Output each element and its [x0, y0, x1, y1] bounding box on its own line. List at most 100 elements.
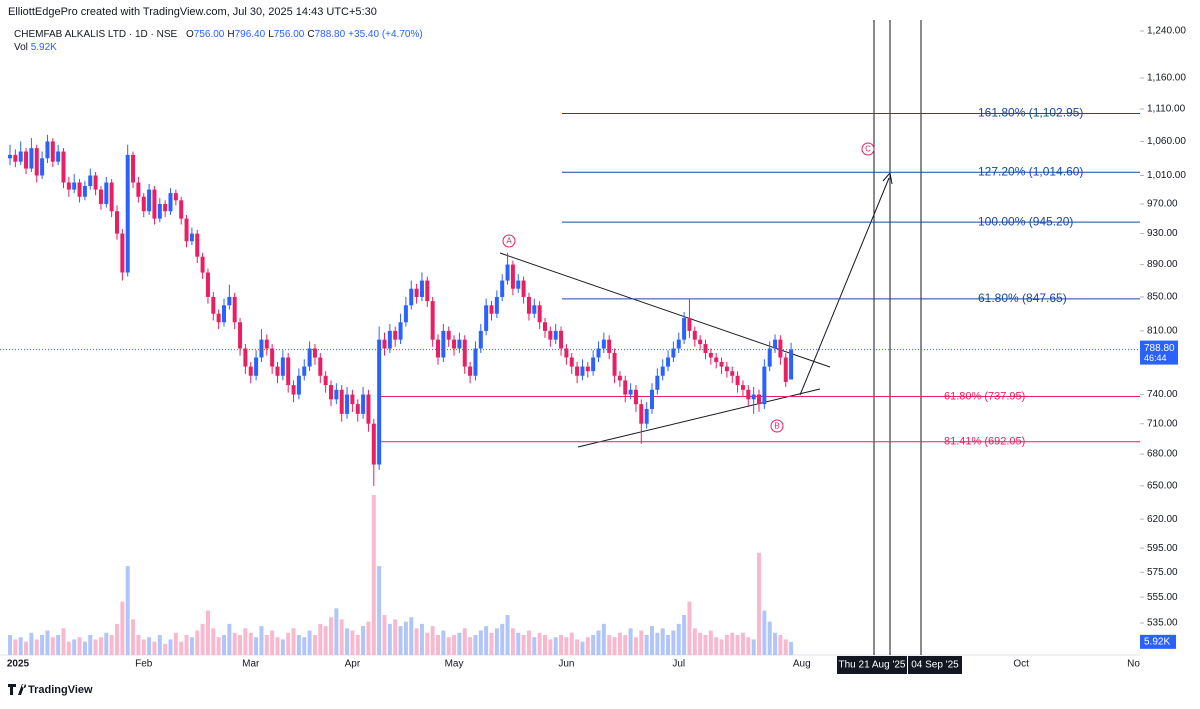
ohlc-value: 796.40 [235, 29, 266, 40]
candle-body [312, 348, 317, 358]
candle-body [419, 280, 424, 297]
volume-bar [457, 632, 462, 655]
candle-body [173, 193, 178, 201]
candle-body [441, 330, 446, 358]
candle-body [446, 330, 451, 340]
volume-bar [494, 628, 499, 655]
volume-legend: Vol 5.92K [14, 42, 57, 53]
volume-bar [355, 635, 360, 655]
candle-body [724, 366, 729, 372]
y-tick-label: 850.00 [1147, 292, 1178, 303]
candle-body [548, 330, 553, 340]
volume-bar [783, 639, 788, 655]
volume-bar [334, 608, 339, 655]
volume-bar [789, 641, 794, 655]
candle-body [323, 375, 328, 386]
candle-body [157, 203, 162, 219]
volume-bar [88, 635, 93, 655]
volume-bar [136, 635, 141, 655]
candle-body [371, 423, 376, 465]
y-tick-label: 740.00 [1147, 389, 1178, 400]
x-tick-label: 2025 [7, 659, 30, 670]
volume-bar [238, 635, 243, 655]
axes: 1,240.00 1,160.00 1,110.00 1,060.00 1,010.00… [0, 26, 1186, 670]
volume-bar [104, 632, 109, 655]
candle-body [77, 182, 82, 197]
volume-bar [676, 623, 681, 655]
candle-body [468, 366, 473, 376]
candle-body [125, 154, 130, 273]
volume-bar [698, 632, 703, 655]
y-tick-label: 1,240.00 [1147, 26, 1186, 37]
candle-body [200, 256, 205, 273]
volume-bar [93, 639, 98, 655]
candle-body [708, 352, 713, 358]
candle-body [345, 394, 350, 414]
volume-bar [8, 635, 12, 655]
y-tick-label: 970.00 [1147, 199, 1178, 210]
candle-body [88, 175, 93, 187]
candle-body [259, 339, 264, 358]
volume-bar [157, 635, 162, 655]
candle-body [436, 339, 440, 358]
price-badge [1140, 340, 1178, 365]
candle-body [580, 366, 585, 376]
wave-circle [502, 234, 516, 248]
volume-bar [735, 635, 740, 655]
candle-body [575, 366, 580, 376]
date-badge [908, 656, 962, 674]
volume-bar [414, 628, 419, 655]
projection-arrow [799, 177, 890, 396]
volume-bar [393, 619, 398, 655]
volume-bar [730, 632, 735, 655]
candle-body [82, 186, 87, 197]
y-tick-label: 555.00 [1147, 592, 1178, 603]
candle-body [61, 151, 66, 183]
ohlc-key: O [186, 29, 194, 40]
candle-body [377, 339, 382, 465]
wave-label: B [774, 422, 779, 431]
volume-bar [195, 630, 200, 655]
candle-body [264, 339, 269, 349]
volume-bar [607, 635, 612, 655]
volume-bar [778, 635, 783, 655]
candle-body [746, 389, 751, 400]
volume-bar [548, 639, 553, 655]
volume-bar [596, 630, 601, 655]
candle-body [56, 151, 61, 162]
volume-bar [189, 637, 194, 655]
ohlc-key: C [307, 29, 314, 40]
x-tick-label: Jul [672, 659, 685, 670]
volume-bar [366, 621, 371, 655]
candle-body [34, 148, 39, 176]
candle-body [40, 158, 45, 176]
candle-body [163, 203, 168, 212]
volume-bar [516, 632, 521, 655]
candle-body [189, 233, 194, 242]
x-tick-label: No [1127, 659, 1140, 670]
candle-body [757, 394, 761, 405]
candle-body [131, 154, 136, 183]
volume [8, 495, 794, 655]
candle-body [168, 193, 173, 212]
volume-bar [13, 639, 18, 655]
vol-key: Vol [14, 42, 28, 53]
candle-body [398, 322, 403, 340]
volume-bar [639, 630, 644, 655]
candle-body [633, 389, 638, 405]
candle-body [510, 264, 515, 289]
candle-body [612, 352, 617, 376]
candle-body [489, 305, 494, 314]
candle-body [559, 330, 564, 349]
volume-bar [286, 632, 291, 655]
y-tick-label: 1,060.00 [1147, 136, 1186, 147]
volume-bar [500, 623, 505, 655]
candle-body [45, 141, 50, 159]
volume-bar [82, 641, 87, 655]
volume-bar [468, 637, 473, 655]
date-badge-text: 04 Sep '25 [911, 660, 959, 671]
y-tick-label: 595.00 [1147, 543, 1178, 554]
fib-label: 161.80% (1,102.95) [978, 106, 1083, 120]
symbol-legend: CHEMFAB ALKALIS LTD · 1D · NSE O756.00 H7… [14, 29, 423, 40]
candle-body [318, 357, 323, 376]
